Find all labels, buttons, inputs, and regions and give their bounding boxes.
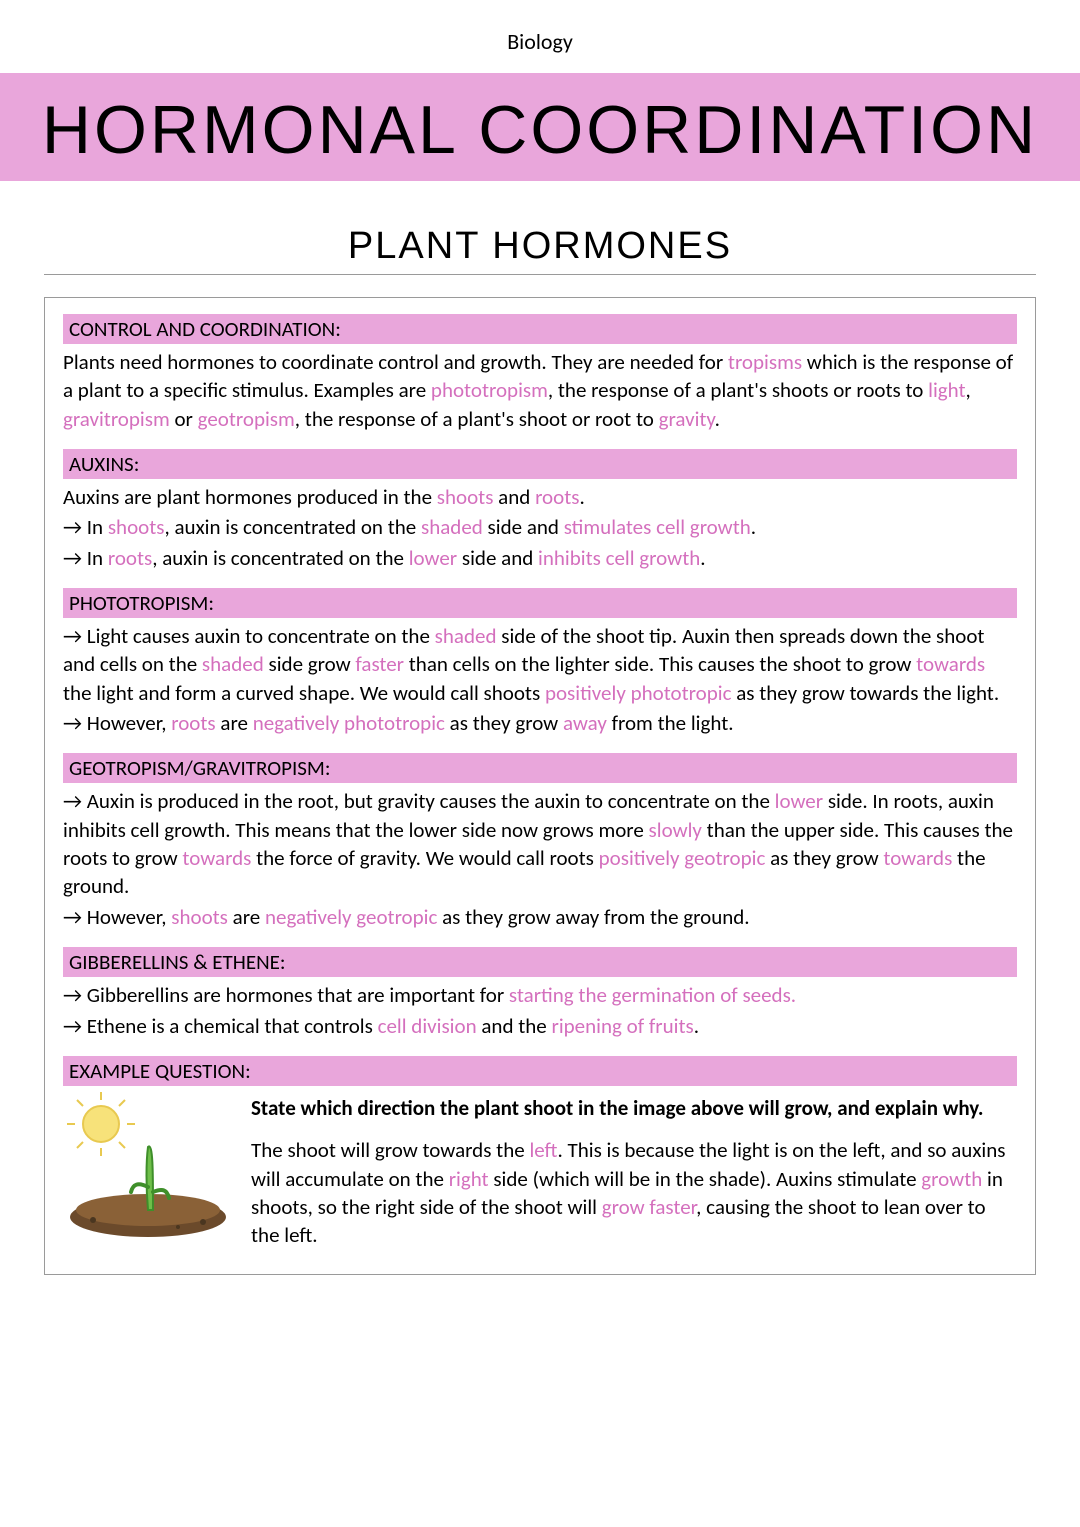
- example-answer: The shoot will grow towards the left. Th…: [251, 1136, 1017, 1249]
- control-paragraph: Plants need hormones to coordinate contr…: [63, 348, 1017, 433]
- title-banner: HORMONAL COORDINATION: [0, 73, 1080, 181]
- term-gravitropism: gravitropism: [63, 406, 170, 432]
- geo-line1: → Auxin is produced in the root, but gra…: [63, 787, 1017, 900]
- section-heading-phototropism: PHOTOTROPISM:: [63, 588, 1017, 618]
- auxins-line2: → In shoots, auxin is concentrated on th…: [63, 513, 1017, 541]
- section-heading-control: CONTROL AND COORDINATION:: [63, 314, 1017, 344]
- content-box: CONTROL AND COORDINATION: Plants need ho…: [44, 297, 1036, 1275]
- auxins-line1: Auxins are plant hormones produced in th…: [63, 483, 1017, 511]
- term-tropisms: tropisms: [728, 349, 802, 375]
- example-body: State which direction the plant shoot in…: [251, 1092, 1017, 1252]
- section-heading-example: EXAMPLE QUESTION:: [63, 1056, 1017, 1086]
- photo-line1: → Light causes auxin to concentrate on t…: [63, 622, 1017, 707]
- section-heading-gibberellins: GIBBERELLINS & ETHENE:: [63, 947, 1017, 977]
- geo-line2: → However, shoots are negatively geotrop…: [63, 903, 1017, 931]
- section-heading-geotropism: GEOTROPISM/GRAVITROPISM:: [63, 753, 1017, 783]
- gibb-line1: → Gibberellins are hormones that are imp…: [63, 981, 1017, 1009]
- divider: [44, 274, 1036, 275]
- term-phototropism: phototropism: [431, 377, 548, 403]
- term-light: light: [928, 377, 965, 403]
- page-title: HORMONAL COORDINATION: [0, 91, 1080, 169]
- example-illustration: [63, 1092, 233, 1237]
- document-page: Biology HORMONAL COORDINATION PLANT HORM…: [0, 0, 1080, 1275]
- photo-line2: → However, roots are negatively phototro…: [63, 709, 1017, 737]
- example-row: State which direction the plant shoot in…: [63, 1092, 1017, 1252]
- term-gravity: gravity: [659, 406, 715, 432]
- auxins-line3: → In roots, auxin is concentrated on the…: [63, 544, 1017, 572]
- example-question: State which direction the plant shoot in…: [251, 1094, 1017, 1122]
- subtitle: PLANT HORMONES: [0, 225, 1080, 268]
- gibb-line2: → Ethene is a chemical that controls cel…: [63, 1012, 1017, 1040]
- sun-shoot-icon: [63, 1092, 233, 1237]
- topic-label: Biology: [0, 0, 1080, 73]
- section-heading-auxins: AUXINS:: [63, 449, 1017, 479]
- term-geotropism: geotropism: [198, 406, 295, 432]
